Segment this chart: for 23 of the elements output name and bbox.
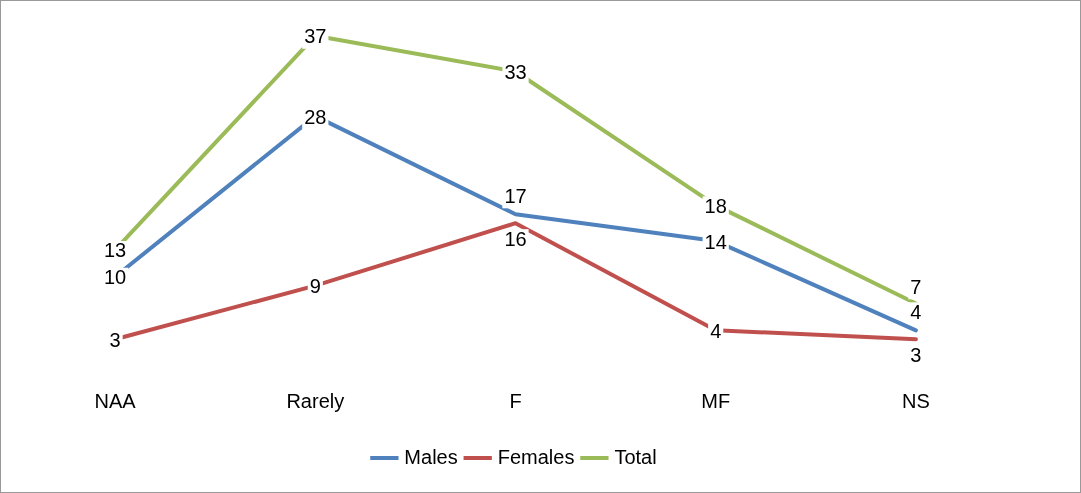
data-label: 28 — [304, 105, 327, 128]
data-label: 3 — [109, 328, 121, 351]
data-label: 7 — [910, 275, 922, 298]
x-tick-label: F — [509, 389, 522, 412]
data-label: 37 — [304, 25, 327, 48]
legend-label: Males — [404, 445, 458, 468]
data-label: 10 — [103, 266, 127, 289]
x-tick-label: Rarely — [286, 389, 345, 412]
data-label: 4 — [910, 300, 922, 323]
x-tick-label: NAA — [94, 389, 137, 412]
data-label: 4 — [710, 319, 722, 342]
data-label: 16 — [504, 227, 527, 250]
data-label: 13 — [103, 239, 127, 262]
data-label: 18 — [704, 194, 727, 217]
x-tick-label: MF — [701, 389, 731, 412]
data-label: 9 — [309, 275, 321, 298]
data-label: 17 — [504, 184, 527, 207]
legend-label: Females — [497, 445, 575, 468]
legend-label: Total — [614, 445, 657, 468]
data-label: 14 — [704, 230, 727, 253]
x-tick-label: NS — [902, 389, 930, 412]
data-label: 33 — [504, 60, 527, 83]
data-label: 3 — [910, 343, 922, 366]
